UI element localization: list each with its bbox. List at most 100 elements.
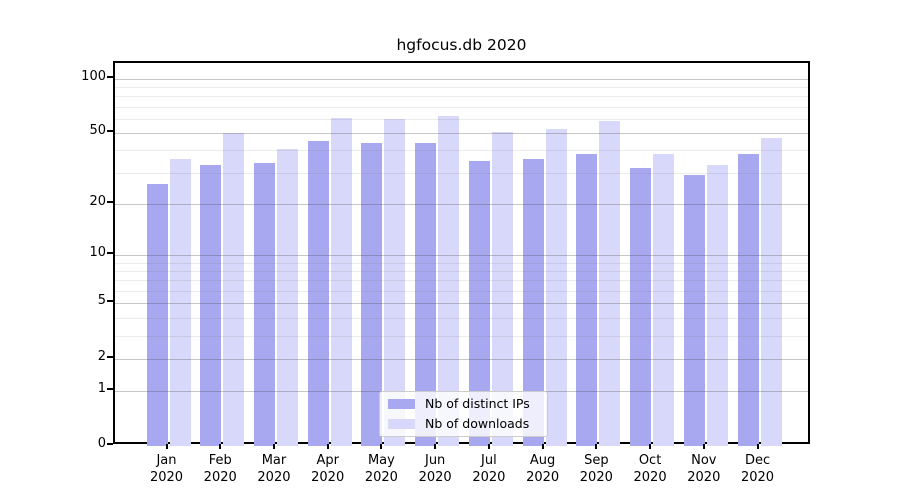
gridline-major xyxy=(115,303,808,305)
bar-downloads xyxy=(330,117,352,446)
x-tick-label: Oct 2020 xyxy=(634,453,667,486)
y-tick-label: 5 xyxy=(97,293,106,309)
gridline-major xyxy=(115,133,808,135)
x-tick-year: 2020 xyxy=(311,469,345,485)
bar-downloads xyxy=(599,121,621,446)
legend: Nb of distinct IPs Nb of downloads xyxy=(379,391,548,437)
x-tick-month: Feb xyxy=(208,453,232,468)
y-tick-mark xyxy=(107,75,113,78)
x-tick-label: Dec 2020 xyxy=(741,453,774,486)
y-tick-label: 0 xyxy=(97,436,106,451)
x-tick-month: Mar xyxy=(261,453,287,468)
y-tick-mark xyxy=(107,252,113,255)
x-tick-year: 2020 xyxy=(203,469,237,485)
x-tick-label: Jun 2020 xyxy=(419,453,452,486)
gridline-minor xyxy=(115,150,808,152)
bar-downloads xyxy=(438,116,460,446)
gridline-minor xyxy=(115,118,808,120)
bar-distinct-ips xyxy=(415,143,437,446)
plot-area xyxy=(113,61,810,446)
legend-item-distinct-ips: Nb of distinct IPs xyxy=(388,396,539,413)
gridline-minor xyxy=(115,106,808,108)
y-tick-label: 50 xyxy=(89,123,106,139)
y-tick-mark xyxy=(107,200,113,203)
x-tick-label: May 2020 xyxy=(365,453,398,486)
y-tick-mark xyxy=(107,300,113,303)
gridline-minor xyxy=(115,172,808,174)
x-tick-year: 2020 xyxy=(687,469,721,485)
x-tick-month: Nov xyxy=(691,453,717,468)
x-tick-year: 2020 xyxy=(579,469,613,485)
x-tick-mark xyxy=(219,444,222,449)
x-tick-month: Jun xyxy=(424,453,446,468)
x-tick-label: Apr 2020 xyxy=(311,453,344,486)
gridline-minor xyxy=(115,86,808,88)
bar-distinct-ips xyxy=(200,165,222,446)
x-tick-label: Jul 2020 xyxy=(472,453,505,486)
gridline-minor xyxy=(115,291,808,293)
gridline-major xyxy=(115,78,808,80)
y-tick-label: 20 xyxy=(89,193,106,209)
y-tick-label: 100 xyxy=(81,68,106,84)
x-tick-label: Jan 2020 xyxy=(150,453,183,486)
gridline-minor xyxy=(115,335,808,337)
x-tick-year: 2020 xyxy=(257,469,291,485)
bar-downloads xyxy=(706,165,728,446)
x-tick-label: Feb 2020 xyxy=(204,453,237,486)
bar-distinct-ips xyxy=(683,175,705,446)
x-tick-year: 2020 xyxy=(149,469,184,485)
y-tick-label: 1 xyxy=(97,380,106,396)
chart-title: hgfocus.db 2020 xyxy=(396,36,527,54)
x-tick-label: Mar 2020 xyxy=(257,453,290,486)
legend-label-distinct-ips: Nb of distinct IPs xyxy=(425,396,530,412)
y-tick-mark xyxy=(107,443,113,445)
bar-distinct-ips xyxy=(361,143,383,446)
x-tick-year: 2020 xyxy=(526,469,560,485)
y-tick-label: 10 xyxy=(89,245,106,261)
bar-downloads xyxy=(491,131,513,446)
gridline-minor xyxy=(115,271,808,273)
x-tick-month: Jan xyxy=(156,453,177,468)
x-tick-mark xyxy=(272,444,275,449)
x-tick-year: 2020 xyxy=(633,469,667,485)
x-tick-month: Oct xyxy=(638,453,662,468)
y-tick-label: 2 xyxy=(97,348,106,364)
x-tick-mark xyxy=(756,444,759,449)
bar-downloads xyxy=(653,154,675,446)
gridline-major xyxy=(115,255,808,257)
bar-downloads xyxy=(223,133,245,446)
bar-distinct-ips xyxy=(253,163,275,446)
bar-distinct-ips xyxy=(737,154,759,446)
x-tick-month: Apr xyxy=(316,453,339,468)
bar-distinct-ips xyxy=(576,154,598,446)
bar-distinct-ips xyxy=(146,183,168,446)
x-tick-mark xyxy=(541,444,544,449)
x-tick-year: 2020 xyxy=(364,469,398,485)
y-tick-mark xyxy=(107,130,113,133)
x-tick-year: 2020 xyxy=(740,469,775,485)
gridline-minor xyxy=(115,262,808,264)
bar-distinct-ips xyxy=(307,141,329,446)
legend-swatch-downloads xyxy=(388,418,415,429)
y-tick-mark xyxy=(107,387,113,390)
x-tick-month: Sep xyxy=(584,453,609,468)
x-tick-month: Aug xyxy=(529,453,556,468)
x-tick-label: Nov 2020 xyxy=(687,453,720,486)
x-tick-mark xyxy=(380,444,383,449)
gridline-minor xyxy=(115,96,808,98)
x-tick-label: Sep 2020 xyxy=(580,453,613,486)
x-tick-month: May xyxy=(367,453,395,468)
bar-downloads xyxy=(760,137,782,446)
x-tick-mark xyxy=(326,444,329,449)
gridline-minor xyxy=(115,317,808,319)
x-tick-mark xyxy=(702,444,705,449)
bar-downloads xyxy=(169,158,191,446)
bar-downloads xyxy=(545,128,567,446)
x-tick-month: Jul xyxy=(481,453,497,468)
x-tick-mark xyxy=(487,444,490,449)
x-tick-month: Dec xyxy=(744,453,771,468)
bar-distinct-ips xyxy=(630,167,652,446)
gridline-minor xyxy=(115,280,808,282)
x-tick-mark xyxy=(595,444,598,449)
